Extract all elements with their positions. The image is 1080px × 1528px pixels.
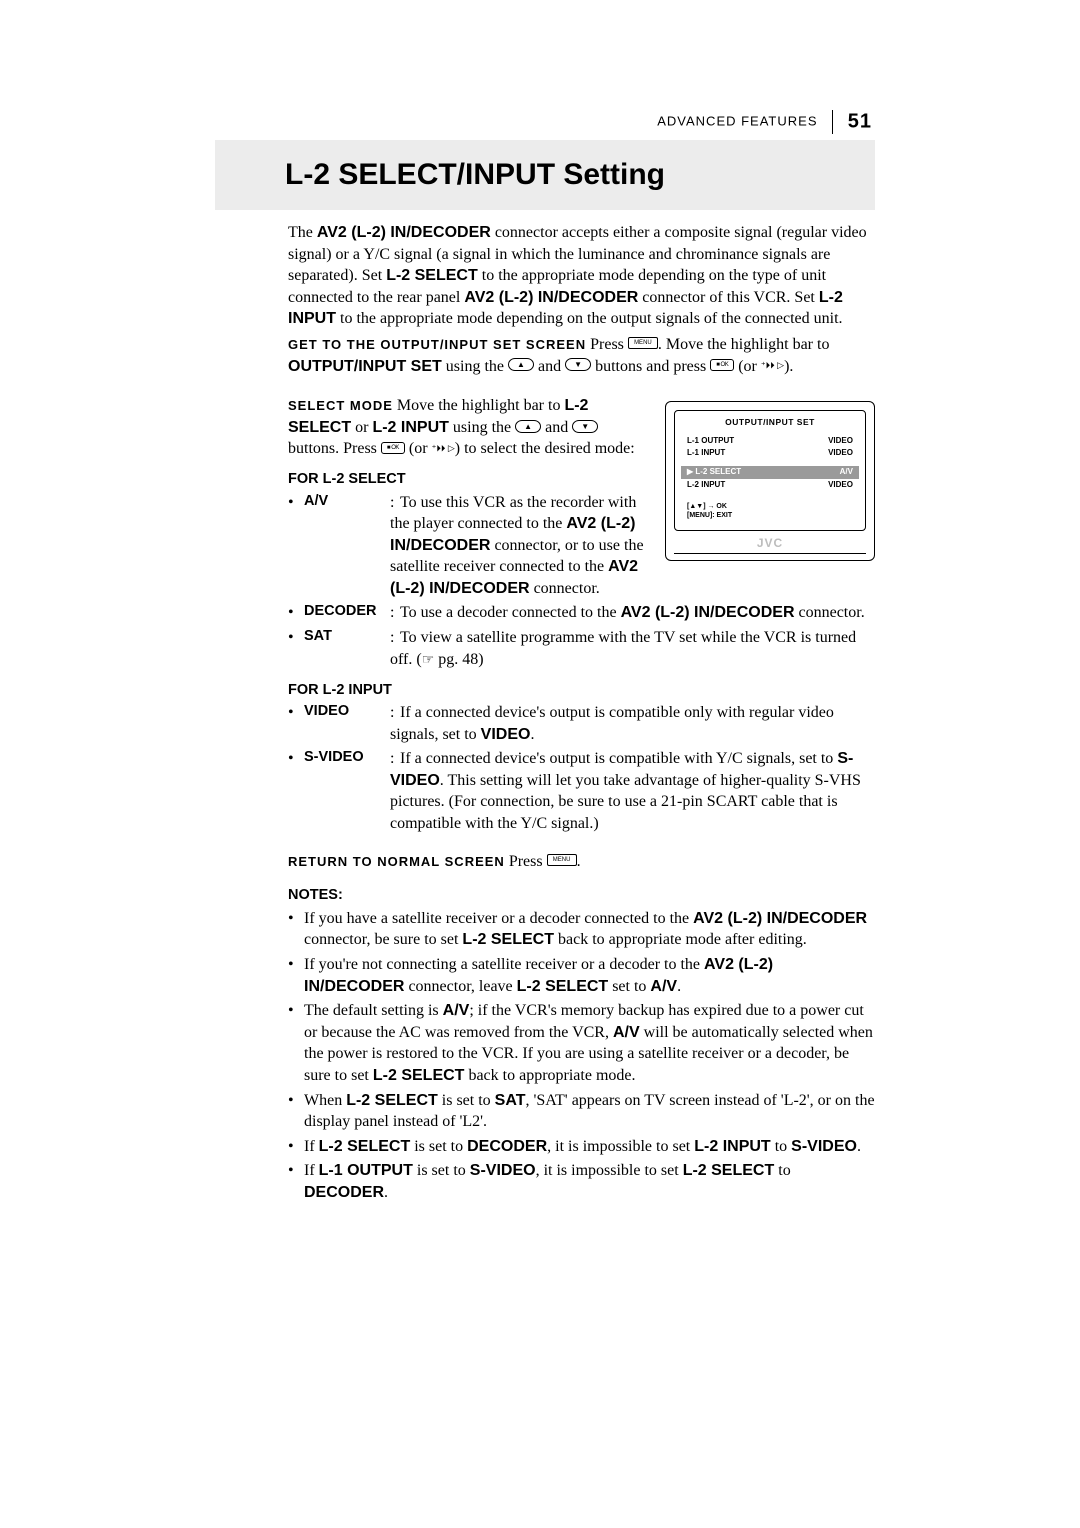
note-item: •If L-2 SELECT is set to DECODER, it is …: [288, 1136, 875, 1158]
intro-paragraph: The AV2 (L-2) IN/DECODER connector accep…: [288, 222, 875, 330]
osd-title: OUTPUT/INPUT SET: [681, 417, 859, 428]
osd-row-selected: ▶ L-2 SELECTA/V: [681, 466, 859, 479]
osd-row: L-2 INPUTVIDEO: [681, 479, 859, 492]
plus-nav-icon: ⁺⏵⏵ ▷: [432, 442, 455, 454]
option-video: • VIDEO :If a connected device's output …: [288, 702, 875, 745]
page-header: ADVANCED FEATURES 51: [657, 110, 872, 134]
step-select-mode: SELECT MODE Move the highlight bar to L-…: [288, 395, 647, 460]
up-arrow-icon: ▲: [508, 358, 534, 371]
up-arrow-icon: ▲: [515, 420, 541, 433]
page-title: L-2 SELECT/INPUT Setting: [215, 140, 875, 210]
note-item: •The default setting is A/V; if the VCR'…: [288, 1000, 875, 1086]
osd-row: L-1 INPUTVIDEO: [681, 447, 859, 460]
note-item: •If L-1 OUTPUT is set to S-VIDEO, it is …: [288, 1160, 875, 1203]
menu-button-icon: MENU: [628, 337, 658, 349]
down-arrow-icon: ▼: [572, 420, 598, 433]
note-item: •When L-2 SELECT is set to SAT, 'SAT' ap…: [288, 1090, 875, 1133]
option-decoder: • DECODER :To use a decoder connected to…: [288, 602, 875, 624]
osd-hint: [▲▼] → OK [MENU]: EXIT: [681, 502, 859, 520]
pointer-icon: ☞: [422, 653, 435, 668]
osd-brand: JVC: [666, 535, 874, 551]
option-av: • A/V :To use this VCR as the recorder w…: [288, 492, 647, 600]
section-name: ADVANCED FEATURES: [657, 113, 817, 128]
osd-row: L-1 OUTPUTVIDEO: [681, 435, 859, 448]
menu-button-icon: MENU: [547, 854, 577, 866]
notes-heading: NOTES:: [288, 886, 875, 906]
note-item: •If you're not connecting a satellite re…: [288, 954, 875, 997]
option-svideo: • S-VIDEO :If a connected device's outpu…: [288, 748, 875, 834]
content: The AV2 (L-2) IN/DECODER connector accep…: [288, 222, 875, 1207]
l2-select-heading: FOR L-2 SELECT: [288, 470, 647, 490]
header-divider: [832, 110, 833, 134]
ok-button-icon: [381, 442, 405, 454]
plus-nav-icon: ⁺⏵⏵ ▷: [761, 359, 784, 371]
ok-button-icon: [710, 359, 734, 371]
step-get-screen: GET TO THE OUTPUT/INPUT SET SCREEN Press…: [288, 334, 875, 377]
option-sat: • SAT :To view a satellite programme wit…: [288, 627, 875, 670]
page-number: 51: [848, 111, 872, 133]
down-arrow-icon: ▼: [565, 358, 591, 371]
step-return: RETURN TO NORMAL SCREEN Press MENU.: [288, 851, 875, 873]
select-mode-block: SELECT MODE Move the highlight bar to L-…: [288, 395, 875, 602]
osd-screen-diagram: OUTPUT/INPUT SET L-1 OUTPUTVIDEO L-1 INP…: [665, 401, 875, 561]
l2-input-heading: FOR L-2 INPUT: [288, 681, 875, 701]
note-item: •If you have a satellite receiver or a d…: [288, 908, 875, 951]
